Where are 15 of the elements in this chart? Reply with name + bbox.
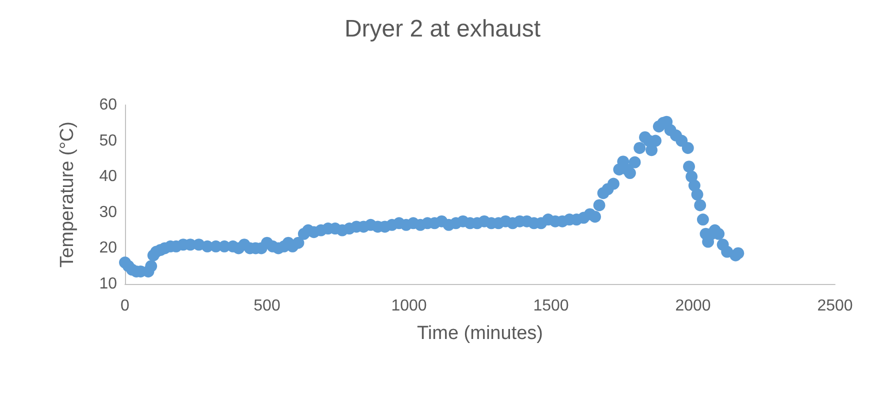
x-axis-title: Time (minutes) [417,323,543,344]
x-tick-label: 1000 [391,298,427,314]
y-tick-label: 40 [99,168,118,186]
y-tick-label: 10 [99,276,118,292]
x-tick-label: 1500 [533,298,569,314]
y-axis-title: Temperature (°C) [57,122,78,268]
y-tick-label: 50 [99,132,118,150]
x-tick-label: 2500 [817,298,853,314]
x-tick-label: 0 [120,298,130,314]
y-tick-label: 20 [99,240,118,257]
chart-title: Dryer 2 at exhaust [344,16,541,42]
x-tick-label: 2000 [675,298,711,314]
x-tick-label: 500 [254,298,280,314]
y-tick-label: 60 [99,96,118,114]
y-tick-label: 30 [99,204,118,221]
